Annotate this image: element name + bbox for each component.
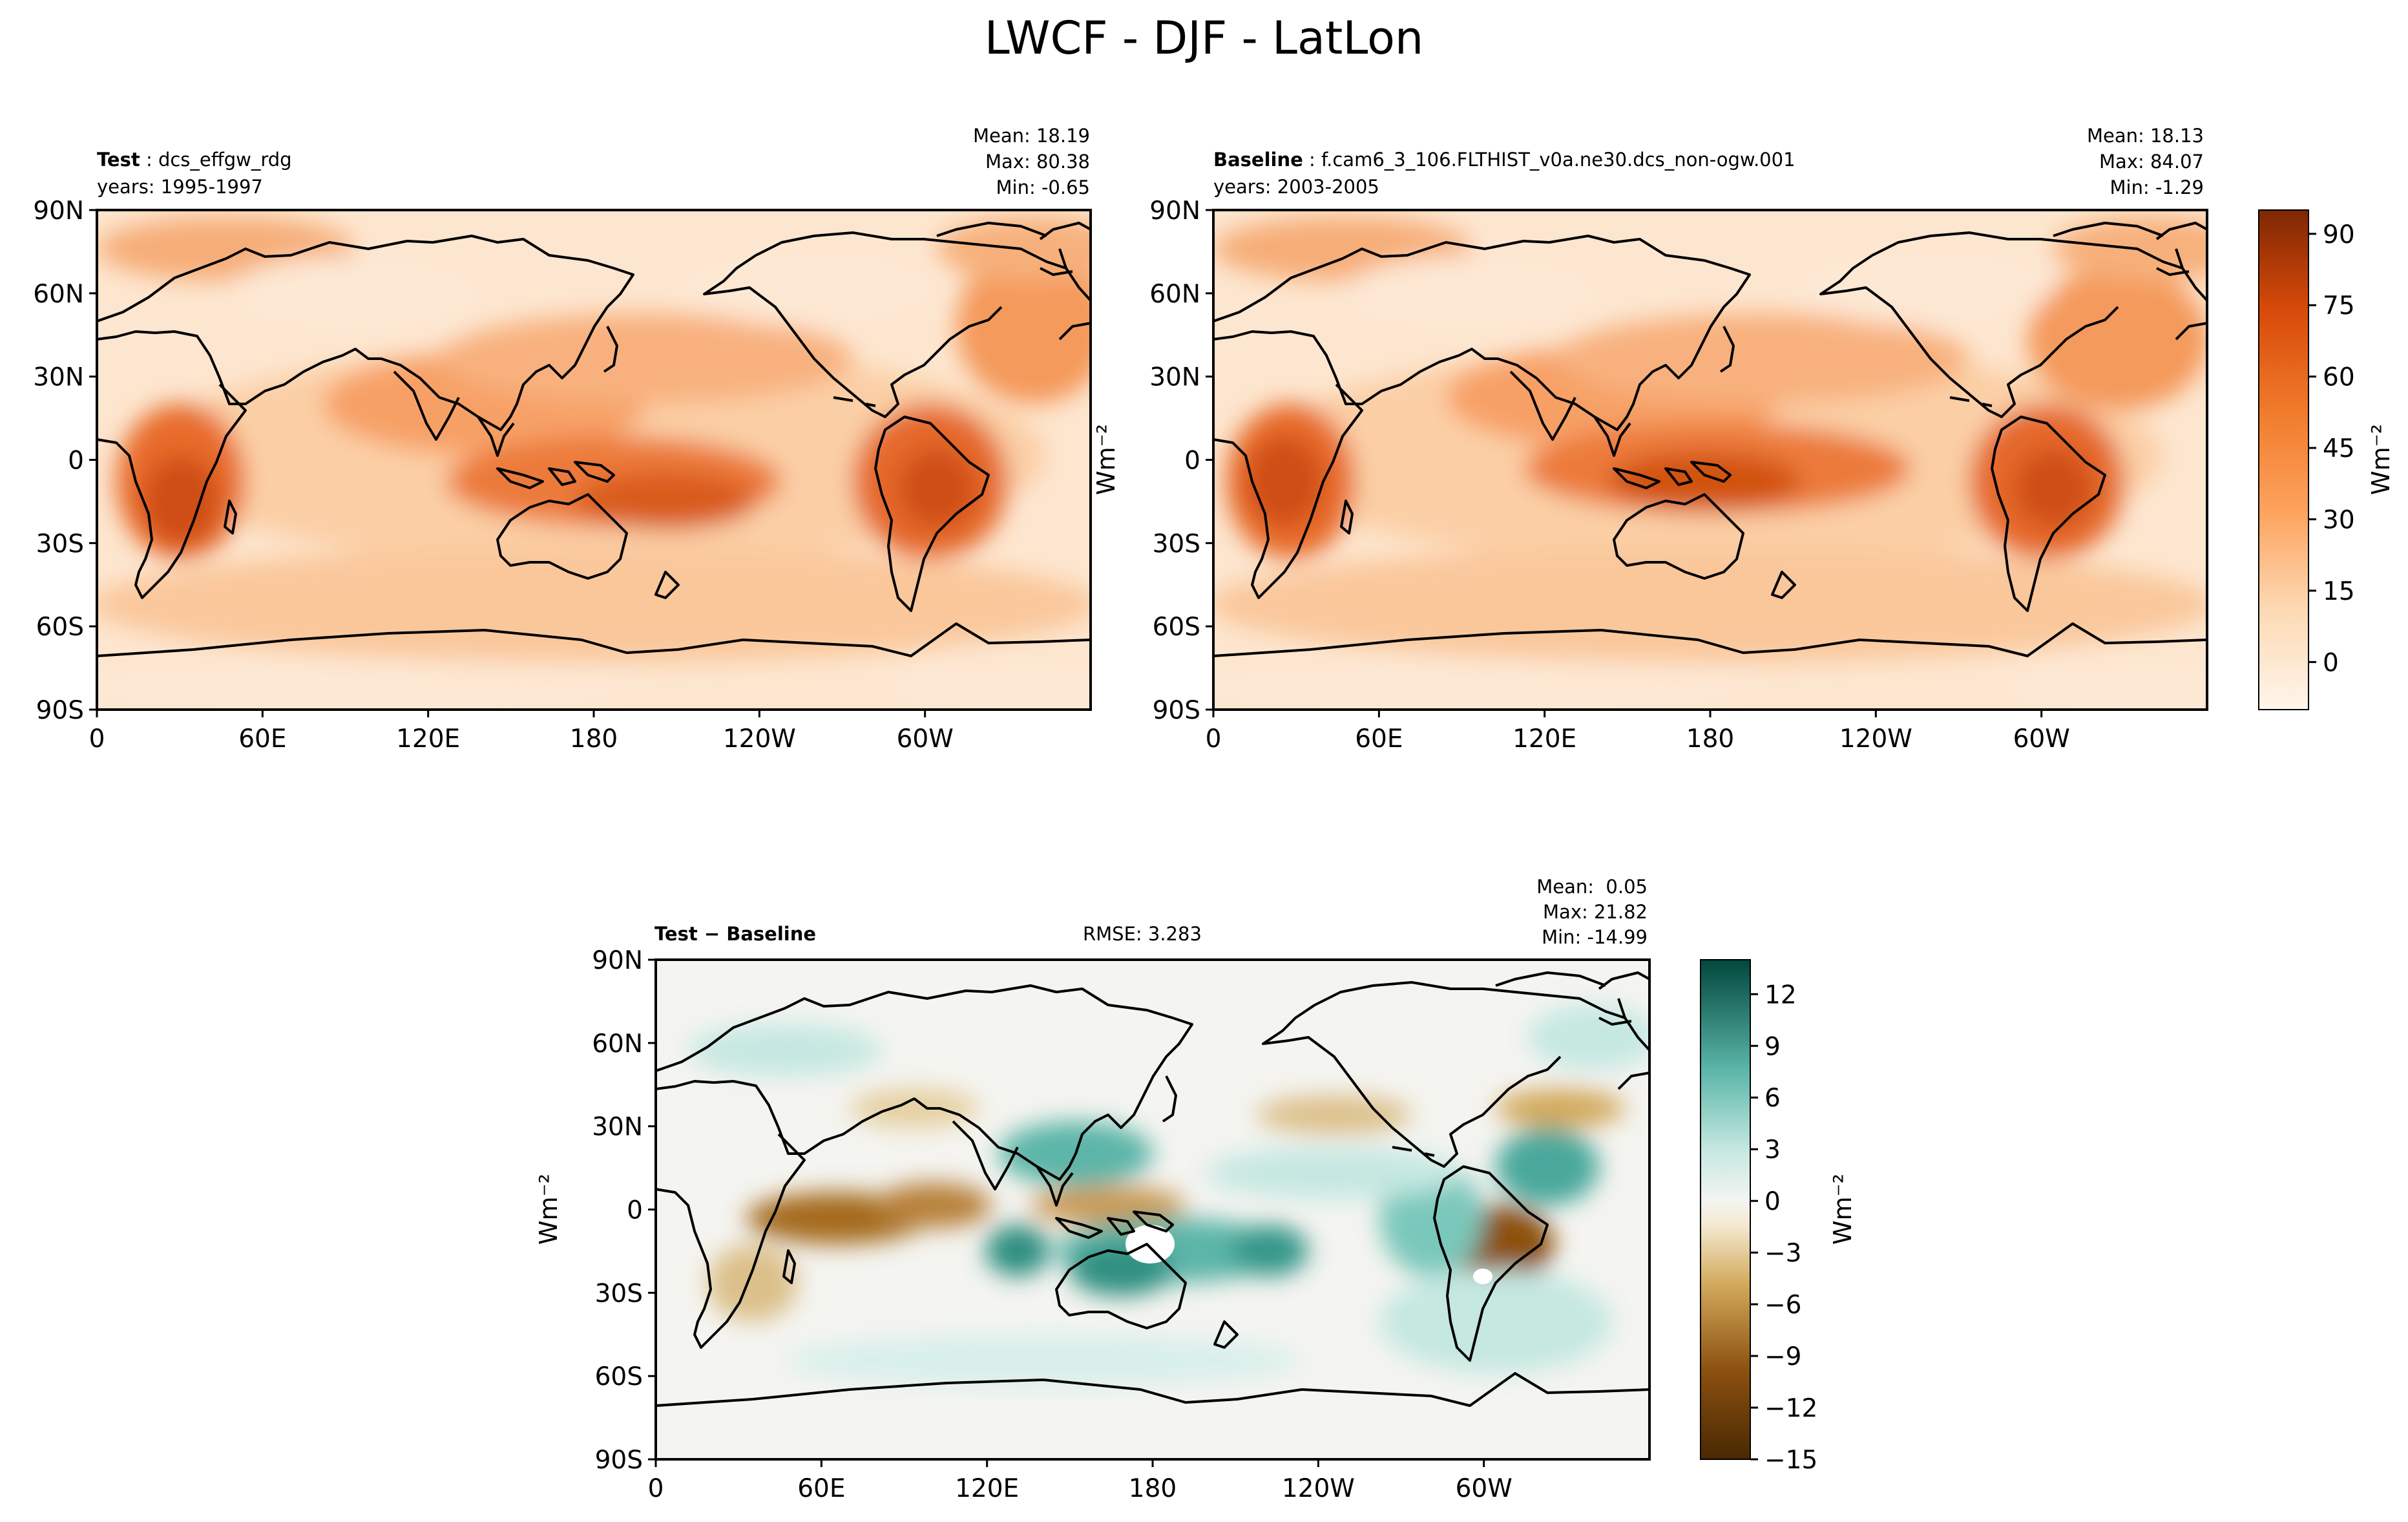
diff-colorbar-tick-label: −6 [1764,1291,1802,1320]
test-mean: Mean: 18.19 [972,125,1090,147]
baseline-colorbar-label: Wm⁻² [2367,424,2395,495]
diff-colorbar-tick-label: −12 [1764,1394,1817,1423]
baseline-colorbar-tick-label: 0 [2323,648,2339,677]
diff-colorbar-bar [1700,959,1751,1460]
diff-ytick-label: 0 [627,1196,643,1225]
baseline-ytick-label: 90N [1149,196,1200,226]
diff-ytick-label: 60S [595,1362,643,1391]
diff-xtick-label: 60E [797,1474,845,1503]
baseline-ytick-label: 30N [1149,363,1200,392]
diff-colorbar-tick-label: 12 [1764,980,1797,1009]
diff-max: Max: 21.82 [1543,901,1648,923]
baseline-panel-label: Baseline : f.cam6_3_106.FLTHIST_v0a.ne30… [1213,147,1796,173]
baseline-ytick-label: 60N [1149,280,1200,309]
diff-label: Test − Baseline [654,923,817,945]
test-max: Max: 80.38 [985,151,1090,173]
test-case-name: dcs_effgw_rdg [158,149,292,171]
baseline-mean: Mean: 18.13 [2086,125,2204,147]
baseline-xtick-label: 60W [2013,724,2070,754]
baseline-colorbar-bar [2258,209,2309,710]
test-panel-label: Test : dcs_effgw_rdg [97,147,292,173]
diff-min: Min: -14.99 [1542,926,1648,948]
diff-colorbar-tick-label: 3 [1764,1136,1781,1165]
diff-axes: 0 60E 120E 180 120W 60W 90N 60N 30N 0 30S 60S 90S [592,946,1513,1503]
test-xtick-label: 0 [89,724,105,754]
test-xtick-label: 180 [570,724,618,754]
baseline-xtick-label: 120W [1839,724,1912,754]
diff-xtick-label: 60W [1456,1474,1513,1503]
baseline-xtick-label: 60E [1355,724,1403,754]
test-min: Min: -0.65 [996,176,1090,198]
diff-ytick-label: 30N [592,1113,643,1142]
test-years: years: 1995-1997 [97,176,263,198]
diff-xtick-label: 120W [1282,1474,1355,1503]
baseline-ytick-label: 30S [1153,529,1200,558]
test-label: Test [97,149,140,171]
diff-colorbar-tick-label: 9 [1764,1032,1781,1061]
baseline-map [1212,209,2208,711]
diff-map [654,958,1651,1461]
baseline-ytick-label: 60S [1153,613,1200,642]
baseline-years: years: 2003-2005 [1213,176,1379,198]
test-ytick-label: 30N [33,363,84,392]
baseline-colorbar-tick-label: 15 [2323,577,2355,606]
test-ytick-label: 60S [36,613,84,642]
baseline-y-units-label: Wm⁻² [1092,424,1120,495]
diff-colorbar-ticks: 12 9 6 3 0 −3 −6 −9 −12 −15 [1750,980,1817,1475]
diff-ytick-label: 90S [595,1446,643,1475]
diff-colorbar-tick-label: 0 [1764,1187,1781,1216]
diff-xtick-label: 120E [955,1474,1019,1503]
baseline-colorbar: 90 75 60 45 30 15 0 Wm⁻² [2258,209,2395,710]
baseline-colorbar-tick-label: 60 [2323,363,2355,392]
baseline-min: Min: -1.29 [2110,176,2204,198]
diff-mean: Mean: 0.05 [1536,876,1648,898]
diff-y-units-label: Wm⁻² [534,1174,563,1245]
diff-colorbar-tick-label: −15 [1764,1446,1817,1475]
baseline-ytick-label: 90S [1153,696,1200,725]
test-xtick-label: 120W [723,724,796,754]
diff-xtick-label: 0 [648,1474,664,1503]
test-map [96,209,1092,711]
baseline-xtick-label: 120E [1513,724,1576,754]
test-xtick-label: 60W [897,724,954,754]
diff-ytick-label: 60N [592,1030,643,1059]
test-ytick-label: 90N [33,196,84,226]
diff-colorbar-tick-label: 6 [1764,1084,1781,1113]
test-ytick-label: 0 [68,447,84,476]
diff-colorbar: 12 9 6 3 0 −3 −6 −9 −12 −15 Wm⁻² [1700,959,1857,1475]
baseline-colorbar-tick-label: 90 [2323,220,2355,249]
baseline-label: Baseline [1213,149,1303,171]
diff-ytick-label: 90N [592,946,643,975]
baseline-axes: 0 60E 120E 180 120W 60W 90N 60N 30N 0 30S 60S 90S [1149,196,2070,754]
baseline-ytick-label: 0 [1184,447,1200,476]
baseline-colorbar-tick-label: 75 [2323,291,2355,321]
test-xtick-label: 120E [396,724,460,754]
figure-title: LWCF - DJF - LatLon [984,12,1424,65]
baseline-max: Max: 84.07 [2099,151,2204,173]
diff-colorbar-label: Wm⁻² [1828,1174,1857,1245]
test-ytick-label: 90S [36,696,84,725]
diff-ytick-label: 30S [595,1279,643,1308]
baseline-colorbar-tick-label: 45 [2323,434,2355,463]
test-xtick-label: 60E [238,724,286,754]
test-colon: : [140,149,158,171]
diff-rmse: RMSE: 3.283 [1083,923,1202,945]
baseline-xtick-label: 180 [1686,724,1734,754]
test-axes: 0 60E 120E 180 120W 60W 90N 60N 30N 0 30S 60S 90S [33,196,954,754]
baseline-colorbar-ticks: 90 75 60 45 30 15 0 [2309,220,2355,677]
diff-xtick-label: 180 [1129,1474,1177,1503]
diff-colorbar-tick-label: −9 [1764,1342,1802,1371]
baseline-xtick-label: 0 [1206,724,1222,754]
diff-colorbar-tick-label: −3 [1764,1239,1802,1268]
test-ytick-label: 30S [36,529,84,558]
baseline-colorbar-tick-label: 30 [2323,506,2355,535]
baseline-colon: : [1303,149,1322,171]
baseline-case-name: f.cam6_3_106.FLTHIST_v0a.ne30.dcs_non-og… [1321,149,1796,171]
test-ytick-label: 60N [33,280,84,309]
